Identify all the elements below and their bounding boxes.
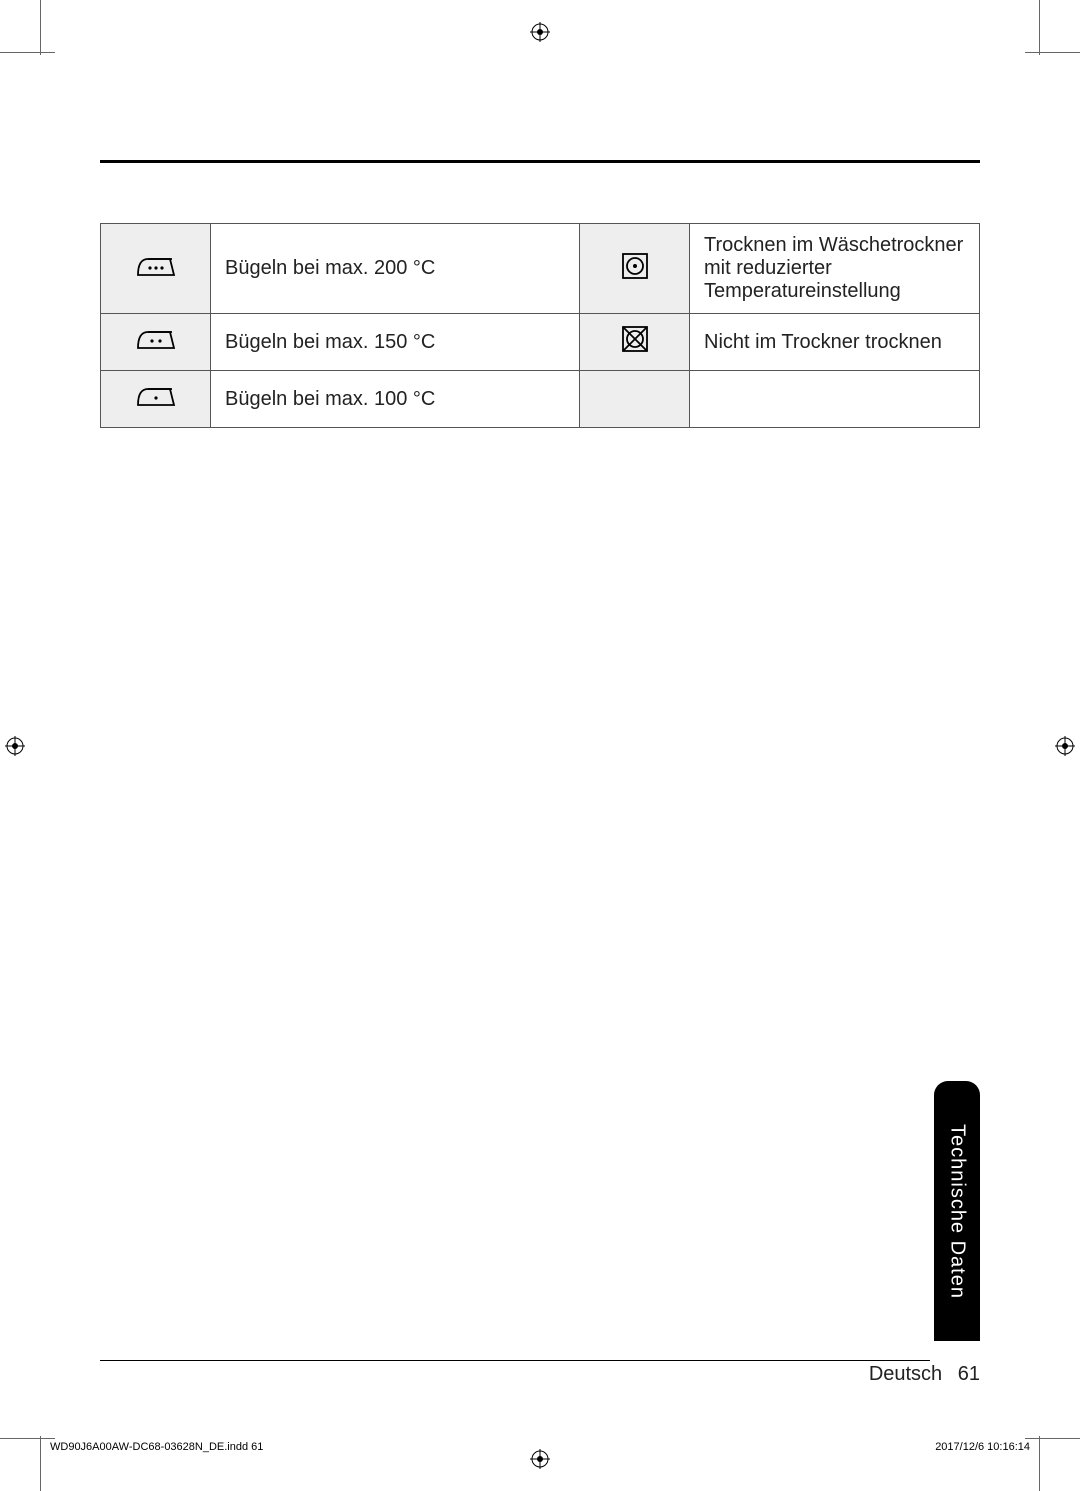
page: Bügeln bei max. 200 °C Trocknen im Wäsch… <box>0 0 1080 1491</box>
cell-text: Bügeln bei max. 150 °C <box>211 314 580 371</box>
cell-text: Bügeln bei max. 100 °C <box>211 371 580 428</box>
table-row: Bügeln bei max. 100 °C <box>101 371 980 428</box>
cell-text <box>690 371 980 428</box>
page-number: 61 <box>958 1363 980 1385</box>
footer-divider <box>100 1360 930 1361</box>
registration-mark-icon <box>530 1449 550 1469</box>
registration-mark-icon <box>530 22 550 42</box>
dryer-no-icon <box>580 314 690 371</box>
section-tab-label: Technische Daten <box>946 1124 969 1299</box>
footer: Deutsch 61 <box>869 1363 980 1386</box>
crop-mark <box>1025 52 1080 53</box>
imprint-timestamp: 2017/12/6 10:16:14 <box>935 1441 1030 1453</box>
empty-icon-cell <box>580 371 690 428</box>
crop-mark <box>1025 1438 1080 1439</box>
table-row: Bügeln bei max. 200 °C Trocknen im Wäsch… <box>101 224 980 314</box>
care-symbol-table: Bügeln bei max. 200 °C Trocknen im Wäsch… <box>100 223 980 428</box>
imprint-filename: WD90J6A00AW-DC68-03628N_DE.indd 61 <box>50 1441 263 1453</box>
crop-mark <box>0 52 55 53</box>
crop-mark <box>0 1438 55 1439</box>
iron-2-dots-icon <box>101 314 211 371</box>
registration-mark-icon <box>1055 736 1075 756</box>
table-row: Bügeln bei max. 150 °C Nicht im Trockner… <box>101 314 980 371</box>
section-tab: Technische Daten <box>934 1081 980 1341</box>
cell-text: Nicht im Trockner trocknen <box>690 314 980 371</box>
crop-mark <box>1039 1436 1040 1491</box>
crop-mark <box>40 0 41 55</box>
iron-1-dot-icon <box>101 371 211 428</box>
cell-text: Trocknen im Wäschetrockner mit reduziert… <box>690 224 980 314</box>
iron-3-dots-icon <box>101 224 211 314</box>
crop-mark <box>40 1436 41 1491</box>
dryer-low-icon <box>580 224 690 314</box>
cell-text: Bügeln bei max. 200 °C <box>211 224 580 314</box>
crop-mark <box>1039 0 1040 55</box>
top-divider <box>100 160 980 163</box>
registration-mark-icon <box>5 736 25 756</box>
footer-language: Deutsch <box>869 1363 942 1385</box>
